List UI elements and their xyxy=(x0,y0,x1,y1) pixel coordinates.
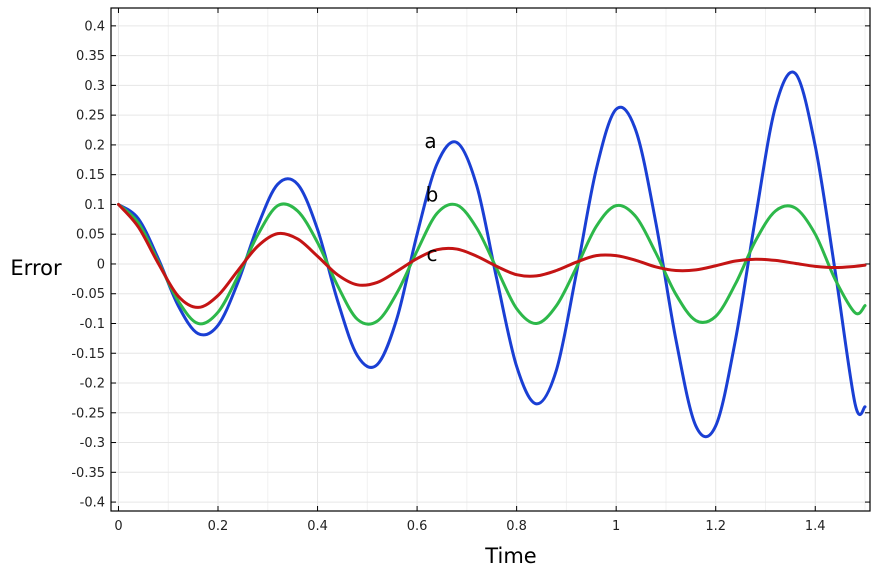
series-line-c xyxy=(116,202,867,309)
curve-label-a: a xyxy=(424,129,436,153)
y-tick-label: -0.15 xyxy=(71,347,105,362)
y-tick-label: -0.25 xyxy=(71,406,105,421)
y-tick-label: 0.2 xyxy=(84,138,105,153)
y-axis-title: Error xyxy=(10,256,62,280)
x-tick-label: 0.8 xyxy=(506,519,527,534)
y-tick-label: 0.3 xyxy=(84,79,105,94)
x-tick-label: 1.4 xyxy=(805,519,826,534)
x-axis-title: Time xyxy=(484,544,536,568)
y-tick-label: 0.1 xyxy=(84,198,105,213)
y-tick-label: 0 xyxy=(97,257,105,272)
x-tick-label: 0.2 xyxy=(208,519,229,534)
curve-label-b: b xyxy=(426,182,439,206)
y-tick-label: 0.05 xyxy=(76,228,105,243)
y-tick-label: -0.05 xyxy=(71,287,105,302)
x-tick-label: 0.6 xyxy=(407,519,428,534)
y-tick-label: -0.35 xyxy=(71,466,105,481)
x-tick-label: 0 xyxy=(114,519,122,534)
y-tick-label: 0.25 xyxy=(76,109,105,124)
curve-label-c: c xyxy=(427,242,438,266)
x-tick-label: 1.2 xyxy=(705,519,726,534)
axis-ticks: 0 0.2 0.4 0.6 0.8 1 1.2 1.4 -0.4 -0.35 -0.3 -0.25 -0… xyxy=(71,8,870,534)
curve-annotations: a b c xyxy=(424,129,438,266)
y-tick-label: -0.4 xyxy=(80,496,105,511)
series-line-a xyxy=(116,70,867,439)
x-tick-label: 1 xyxy=(612,519,620,534)
y-tick-label: 0.4 xyxy=(84,19,105,34)
y-tick-label: 0.35 xyxy=(76,49,105,64)
y-tick-label: -0.2 xyxy=(80,377,105,392)
plot-frame xyxy=(110,7,871,512)
y-tick-label: -0.3 xyxy=(80,436,105,451)
x-tick-label: 0.4 xyxy=(307,519,328,534)
y-tick-label: 0.15 xyxy=(76,168,105,183)
series-lines xyxy=(116,70,867,439)
y-tick-label: -0.1 xyxy=(80,317,105,332)
